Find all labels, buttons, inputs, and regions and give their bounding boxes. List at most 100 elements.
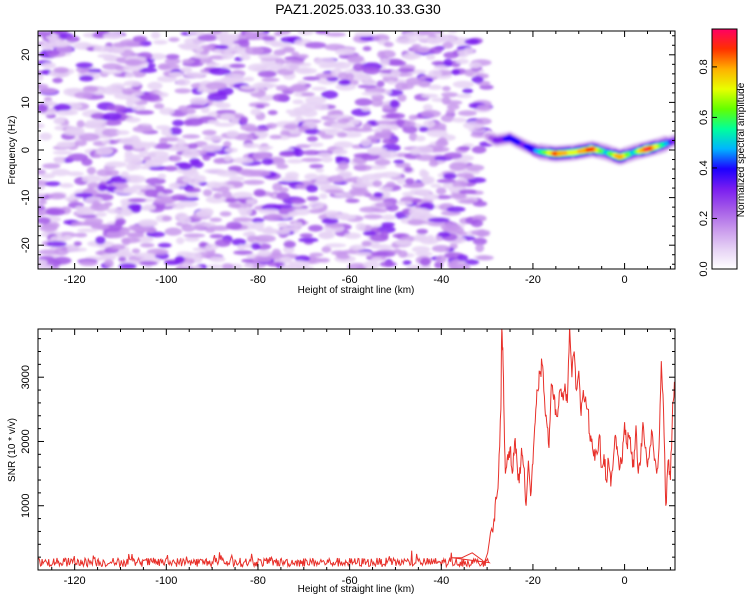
- noise-blob: [404, 178, 415, 185]
- noise-blob: [374, 159, 391, 166]
- noise-blob: [66, 35, 80, 43]
- noise-blob: [395, 162, 411, 168]
- noise-blob: [187, 143, 198, 150]
- noise-blob: [475, 243, 485, 253]
- noise-blob: [216, 33, 237, 42]
- noise-blob: [159, 137, 181, 142]
- heatmap-x-tick-label: -60: [342, 274, 358, 286]
- noise-blob: [371, 244, 393, 250]
- noise-blob: [153, 197, 175, 205]
- noise-blob: [209, 217, 222, 222]
- noise-blob: [265, 213, 284, 220]
- noise-blob: [106, 208, 122, 214]
- noise-blob: [408, 207, 431, 216]
- noise-blob: [215, 44, 229, 50]
- noise-blob: [115, 250, 133, 258]
- noise-blob: [442, 41, 454, 49]
- noise-blob: [415, 251, 433, 257]
- heatmap-y-ticks: -20 -10 0 10 20: [20, 35, 675, 265]
- noise-blob: [125, 175, 146, 184]
- colorbar-tick-label: 0.0: [698, 261, 710, 276]
- noise-blob: [249, 169, 271, 177]
- noise-blob: [291, 198, 306, 205]
- noise-blob: [213, 158, 226, 165]
- snr-frame: [37, 328, 676, 571]
- noise-blob: [475, 231, 490, 237]
- noise-blob: [250, 108, 262, 116]
- noise-blob: [361, 106, 371, 112]
- noise-blob: [189, 97, 209, 106]
- noise-blob: [276, 192, 290, 201]
- noise-blob: [314, 178, 331, 187]
- noise-blob: [418, 80, 431, 88]
- noise-blob: [385, 181, 396, 188]
- noise-blob: [209, 234, 224, 239]
- noise-blob: [252, 256, 272, 263]
- noise-blob: [428, 84, 443, 90]
- noise-blob: [452, 80, 474, 89]
- noise-blob: [321, 156, 333, 163]
- noise-blob: [308, 201, 325, 210]
- noise-blob: [147, 63, 156, 69]
- noise-blob: [121, 237, 131, 246]
- noise-blob: [296, 54, 309, 59]
- noise-blob: [436, 178, 457, 184]
- heatmap-noise-region: [38, 31, 494, 269]
- noise-blob: [464, 259, 480, 265]
- noise-blob: [153, 103, 165, 109]
- noise-blob: [378, 186, 393, 191]
- noise-blob: [324, 243, 347, 248]
- noise-blob: [317, 152, 333, 158]
- noise-blob: [362, 66, 381, 75]
- noise-blob: [418, 126, 429, 132]
- noise-blob: [74, 232, 88, 238]
- noise-blob: [456, 93, 472, 99]
- noise-blob: [208, 67, 231, 76]
- noise-blob: [164, 227, 182, 236]
- colorbar-gradient: [712, 29, 737, 269]
- noise-blob: [282, 59, 304, 65]
- noise-blob: [79, 260, 98, 267]
- noise-blob: [315, 168, 325, 173]
- noise-blob: [470, 219, 483, 228]
- heatmap-y-tick-label: -20: [20, 237, 32, 253]
- noise-blob: [81, 158, 93, 166]
- noise-blob: [97, 53, 116, 59]
- noise-blob: [295, 144, 311, 149]
- noise-blob: [458, 110, 477, 117]
- noise-blob: [63, 129, 85, 136]
- colorbar: 0.0 0.2 0.4 0.6 0.8 Normalized spectral ampl…: [698, 28, 747, 277]
- noise-blob: [349, 244, 366, 251]
- noise-blob: [287, 211, 296, 218]
- noise-blob: [82, 85, 99, 93]
- noise-blob: [441, 92, 459, 98]
- noise-blob: [110, 244, 126, 250]
- noise-blob: [420, 109, 441, 118]
- noise-blob: [79, 75, 94, 82]
- noise-blob: [302, 76, 321, 81]
- noise-blob: [362, 46, 372, 52]
- noise-blob: [336, 132, 348, 138]
- noise-blob: [226, 130, 240, 138]
- noise-blob: [38, 199, 47, 206]
- heatmap-y-tick-label: 10: [20, 96, 32, 108]
- noise-blob: [244, 76, 255, 82]
- noise-blob: [39, 132, 52, 141]
- noise-blob: [440, 223, 461, 232]
- noise-blob: [214, 122, 235, 127]
- noise-blob: [144, 189, 159, 198]
- snr-y-tick-label: 3000: [20, 365, 32, 389]
- noise-blob: [324, 189, 344, 194]
- noise-blob: [220, 76, 233, 85]
- chart-title: PAZ1.2025.033.10.33.G30: [275, 1, 441, 17]
- noise-blob: [447, 31, 458, 34]
- noise-blob: [205, 82, 228, 90]
- noise-blob: [45, 208, 61, 216]
- noise-blob: [209, 256, 226, 263]
- heatmap-y-tick-label: 0: [20, 147, 32, 153]
- noise-blob: [280, 36, 297, 43]
- noise-blob: [308, 224, 324, 232]
- noise-blob: [125, 232, 145, 237]
- noise-blob: [355, 251, 372, 257]
- noise-blob: [197, 181, 208, 186]
